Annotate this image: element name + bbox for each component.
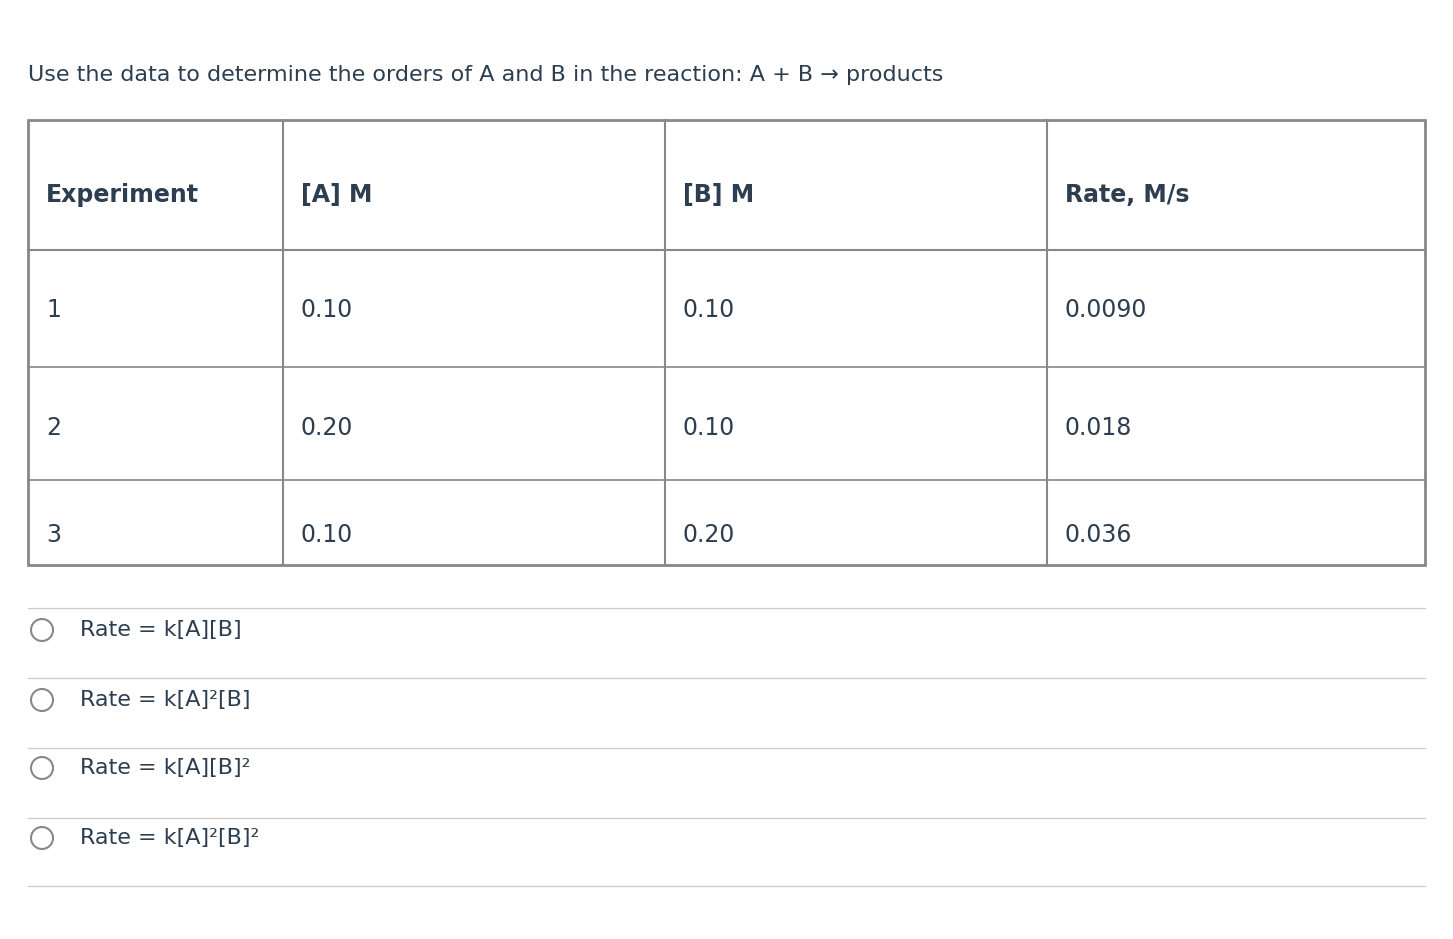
- Text: 0.0090: 0.0090: [1065, 298, 1148, 322]
- Text: Rate = k[A][B]²: Rate = k[A][B]²: [80, 758, 250, 778]
- Text: 3: 3: [46, 523, 61, 547]
- Text: Experiment: Experiment: [46, 183, 199, 207]
- Text: Rate = k[A]²[B]²: Rate = k[A]²[B]²: [80, 828, 260, 848]
- Text: 0.10: 0.10: [683, 416, 735, 440]
- Text: 0.10: 0.10: [683, 298, 735, 322]
- Text: Rate, M/s: Rate, M/s: [1065, 183, 1190, 207]
- Text: Rate = k[A]²[B]: Rate = k[A]²[B]: [80, 690, 250, 710]
- Text: 1: 1: [46, 298, 61, 322]
- Text: 0.036: 0.036: [1065, 523, 1132, 547]
- Text: 0.20: 0.20: [683, 523, 735, 547]
- Text: 0.018: 0.018: [1065, 416, 1132, 440]
- Text: 0.10: 0.10: [301, 298, 353, 322]
- Text: Rate = k[A][B]: Rate = k[A][B]: [80, 620, 241, 640]
- Text: 0.20: 0.20: [301, 416, 353, 440]
- Text: Use the data to determine the orders of A and B in the reaction: A + B → product: Use the data to determine the orders of …: [28, 65, 943, 85]
- Text: [B] M: [B] M: [683, 183, 754, 207]
- Text: 0.10: 0.10: [301, 523, 353, 547]
- Bar: [28, 120, 1425, 565]
- Text: [A] M: [A] M: [301, 183, 372, 207]
- Text: 2: 2: [46, 416, 61, 440]
